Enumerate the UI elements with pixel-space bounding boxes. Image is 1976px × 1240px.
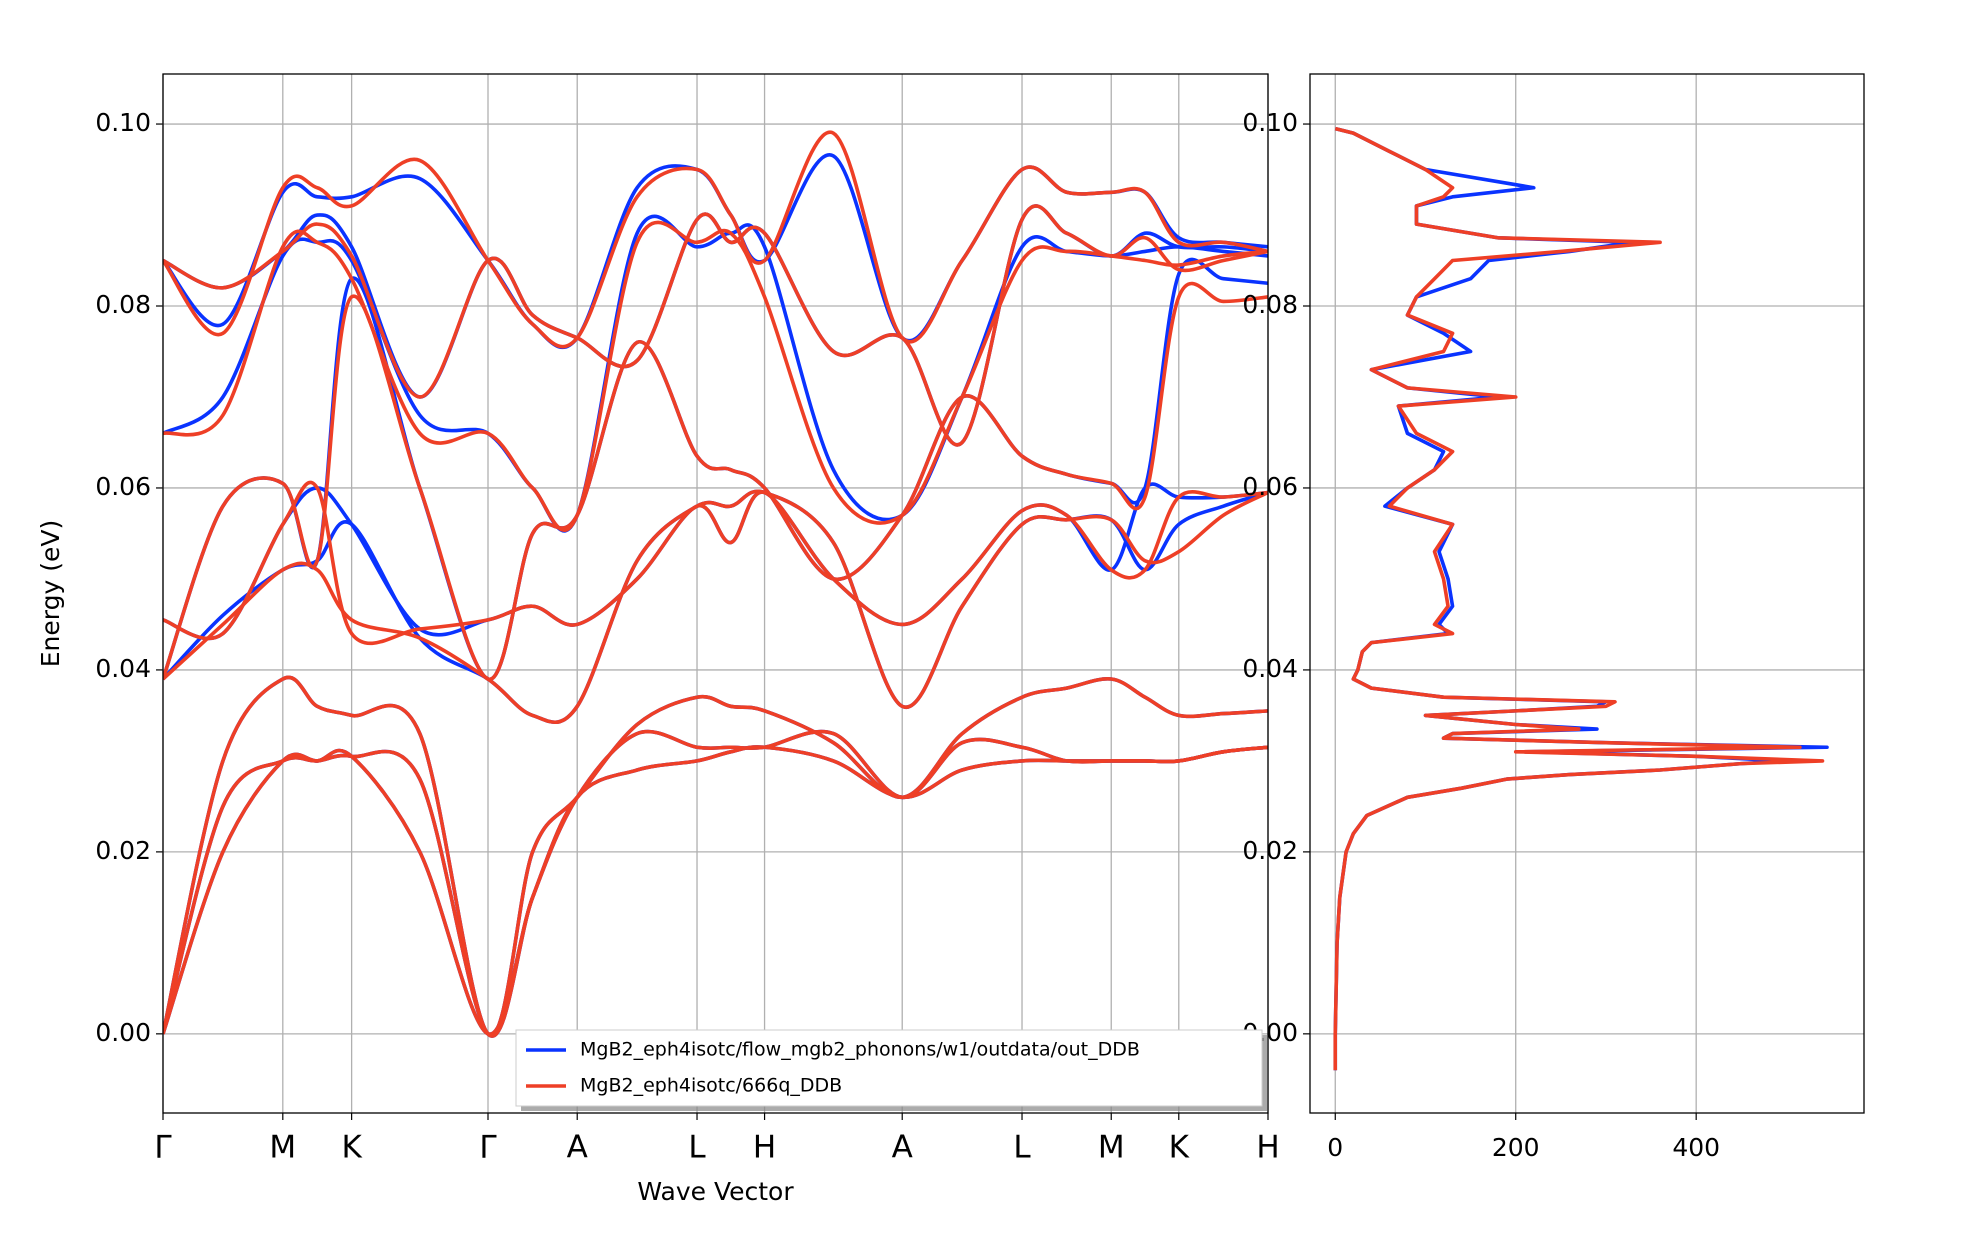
legend-label: MgB2_eph4isotc/666q_DDB <box>580 1075 842 1097</box>
band-line <box>163 729 1268 1038</box>
dos-line <box>1333 126 1825 1071</box>
x-tick-label: Γ <box>154 1130 172 1166</box>
band-line <box>163 675 1268 1038</box>
band-line <box>163 204 1268 447</box>
band-line <box>163 130 1268 349</box>
x-tick-label: 0 <box>1327 1133 1343 1162</box>
x-tick-label: K <box>341 1130 362 1166</box>
legend-box <box>515 1029 1263 1107</box>
x-tick-label: H <box>753 1130 776 1166</box>
x-tick-label: A <box>892 1130 913 1166</box>
plot-area <box>1333 126 1829 1071</box>
x-tick-label: K <box>1169 1130 1190 1166</box>
band-line <box>163 480 1268 646</box>
x-tick-label: L <box>688 1130 706 1166</box>
y-tick-label: 0.04 <box>95 654 151 683</box>
band-line <box>163 745 1268 1036</box>
y-tick-label: 0.06 <box>95 472 151 501</box>
y-tick-label: 0.04 <box>1242 654 1298 683</box>
y-tick-label: 0.02 <box>1242 836 1298 865</box>
x-tick-label: Γ <box>479 1130 497 1166</box>
band-line <box>163 729 1268 1038</box>
band-line <box>163 220 1268 533</box>
x-tick-label: 200 <box>1492 1133 1540 1162</box>
x-tick-label: L <box>1013 1130 1031 1166</box>
axes-frame <box>1309 73 1865 1114</box>
y-axis-label: Energy (eV) <box>36 520 65 667</box>
x-axis-label: Wave Vector <box>637 1177 794 1206</box>
y-tick-label: 0.00 <box>95 1018 151 1047</box>
axes-frame <box>162 73 1269 1114</box>
band-line <box>163 153 1268 350</box>
plot-area <box>163 130 1268 1038</box>
legend-label: MgB2_eph4isotc/flow_mgb2_phonons/w1/outd… <box>580 1039 1140 1061</box>
y-tick-label: 0.02 <box>95 836 151 865</box>
y-tick-label: 0.10 <box>95 108 151 137</box>
x-tick-label: M <box>1098 1130 1125 1166</box>
x-tick-label: M <box>269 1130 296 1166</box>
band-line <box>163 675 1268 1038</box>
band-line <box>163 745 1268 1036</box>
y-tick-label: 0.10 <box>1242 108 1298 137</box>
x-tick-label: A <box>567 1130 588 1166</box>
band-line <box>163 281 1268 681</box>
dos-line <box>1333 126 1829 1071</box>
x-tick-label: 400 <box>1672 1133 1720 1162</box>
y-tick-label: 0.08 <box>95 290 151 319</box>
y-tick-label: 0.06 <box>1242 472 1298 501</box>
y-tick-label: 0.08 <box>1242 290 1298 319</box>
x-tick-label: H <box>1256 1130 1279 1166</box>
